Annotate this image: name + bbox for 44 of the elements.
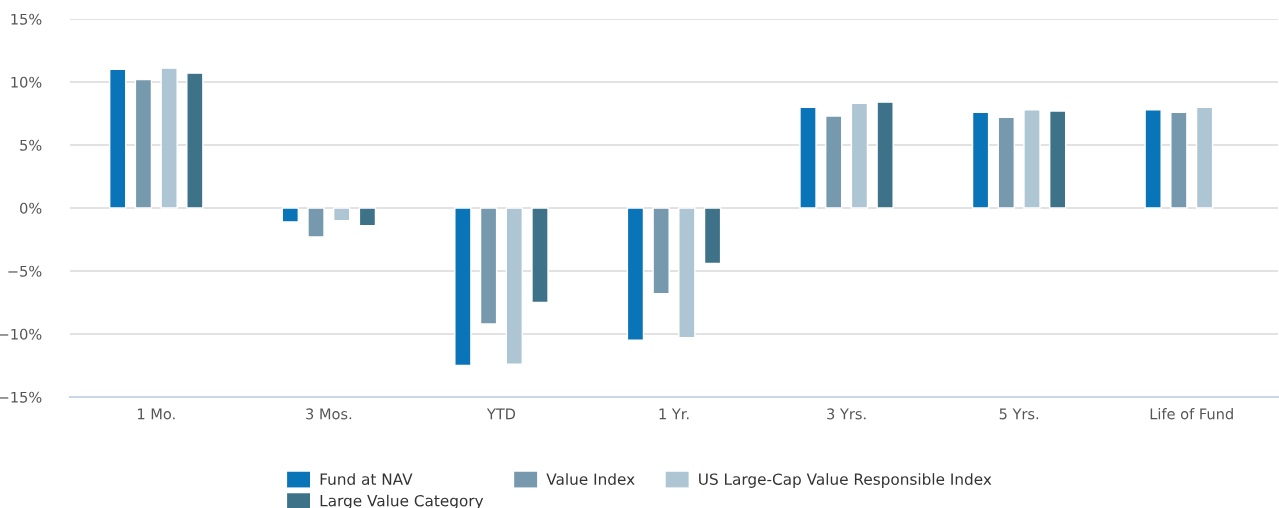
bar — [134, 78, 153, 209]
bar — [332, 207, 351, 222]
bar — [678, 207, 696, 339]
y-tick-label: −10% — [0, 328, 42, 340]
legend-label: US Large-Cap Value Responsible Index — [699, 473, 992, 488]
y-tick-label: −5% — [8, 265, 42, 277]
y-tick-label: 5% — [20, 139, 42, 151]
bar — [1023, 109, 1041, 209]
bar — [1048, 110, 1067, 209]
bar — [652, 207, 670, 295]
x-tick-label: 3 Yrs. — [827, 408, 866, 420]
bar — [281, 207, 300, 223]
bar — [160, 67, 178, 209]
bar — [479, 207, 498, 325]
x-tick-label: 3 Mos. — [306, 408, 352, 420]
x-tick-label: Life of Fund — [1150, 408, 1233, 420]
bar — [358, 207, 377, 227]
bar — [824, 115, 843, 209]
y-tick-label: −15% — [0, 391, 42, 403]
y-tick-label: 15% — [11, 13, 42, 25]
bar — [307, 207, 325, 238]
bar — [454, 207, 472, 367]
bar — [186, 72, 204, 209]
x-tick-label: 5 Yrs. — [999, 408, 1039, 420]
bar — [531, 207, 549, 304]
bar — [799, 106, 817, 209]
bar — [876, 101, 894, 209]
x-tick-label: YTD — [486, 408, 516, 420]
legend-label: Value Index — [546, 473, 635, 485]
bar — [108, 68, 127, 209]
bar — [850, 102, 869, 209]
x-tick-label: 1 Yr. — [659, 408, 689, 420]
x-tick-label: 1 Mo. — [137, 408, 175, 420]
bar — [1144, 109, 1162, 209]
bar — [1170, 111, 1188, 209]
y-tick-label: 0% — [20, 202, 42, 214]
legend-label: Fund at NAV — [320, 473, 413, 485]
bar — [505, 207, 524, 365]
bar — [703, 207, 722, 265]
bar — [626, 207, 645, 341]
bar — [997, 116, 1016, 209]
bar — [1195, 106, 1214, 209]
bar — [971, 111, 990, 209]
y-tick-label: 10% — [11, 76, 42, 88]
